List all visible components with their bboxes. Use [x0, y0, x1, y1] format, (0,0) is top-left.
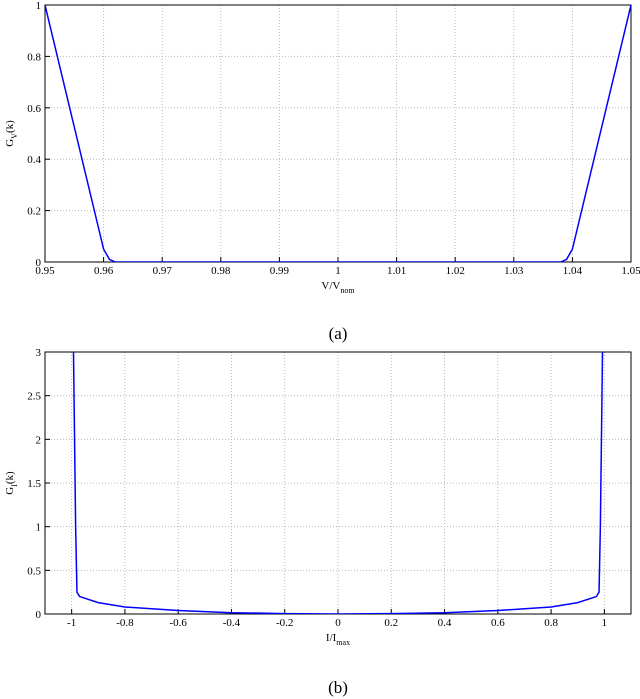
x-tick-label: 0.96 [94, 265, 114, 277]
x-axis-label-main: I/I [326, 632, 337, 644]
x-tick-label: -0.4 [223, 617, 241, 629]
y-tick-label: 3 [36, 347, 42, 359]
y-tick-label: 0.8 [27, 51, 41, 63]
x-tick-label: 1 [335, 265, 341, 277]
x-axis-label: I/Imax [326, 632, 350, 647]
x-tick-label: 0.99 [270, 265, 290, 277]
x-tick-label: 0.98 [211, 265, 231, 277]
y-tick-label: 0.5 [27, 565, 41, 577]
y-axis-label: GI(k) [4, 471, 19, 495]
x-tick-label: 1 [602, 617, 608, 629]
y-tick-label: 0.6 [27, 103, 41, 115]
y-tick-label: 2.5 [27, 391, 41, 403]
caption: (b) [328, 678, 348, 697]
x-tick-label: -1 [67, 617, 76, 629]
data-line [45, 5, 631, 262]
x-tick-label: 1.03 [504, 265, 524, 277]
y-axis-label-main: G [4, 487, 16, 495]
y-axis-label-sub: V [10, 133, 19, 139]
x-tick-label: -0.8 [116, 617, 134, 629]
x-tick-label: 0.6 [491, 617, 505, 629]
x-tick-label: 0.97 [153, 265, 173, 277]
x-tick-label: 0.2 [384, 617, 398, 629]
y-tick-label: 1 [36, 522, 42, 534]
y-axis-label-sub: I [10, 484, 19, 487]
x-tick-label: -0.2 [276, 617, 293, 629]
plot-frame [44, 4, 632, 263]
x-axis-label-sub: max [336, 638, 350, 647]
x-axis-label-sub: nom [340, 286, 355, 295]
caption: (a) [329, 324, 348, 343]
y-tick-label: 0.4 [27, 154, 41, 166]
x-tick-label: 0.4 [438, 617, 452, 629]
y-tick-label: 1.5 [27, 478, 41, 490]
y-tick-label: 0 [36, 609, 42, 621]
y-axis-label-rest: (k) [4, 120, 16, 133]
x-tick-label: -0.6 [169, 617, 187, 629]
y-tick-label: 1 [36, 0, 42, 12]
y-tick-label: 0.2 [27, 206, 41, 218]
y-axis-label-rest: (k) [4, 471, 16, 484]
x-tick-label: 1.01 [387, 265, 406, 277]
y-tick-label: 2 [36, 434, 42, 446]
x-tick-label: 1.05 [621, 265, 640, 277]
x-axis-label: V/Vnom [321, 280, 355, 295]
data-line [72, 352, 604, 614]
x-tick-label: 0.8 [544, 617, 558, 629]
y-tick-label: 0 [36, 257, 42, 269]
x-tick-label: 1.02 [446, 265, 465, 277]
x-tick-label: 0 [335, 617, 341, 629]
y-axis-label: GV(k) [4, 120, 19, 147]
x-tick-label: 1.04 [563, 265, 583, 277]
x-tick-label: 0.95 [35, 265, 55, 277]
y-axis-label-main: G [4, 139, 16, 147]
x-axis-label-main: V/V [321, 280, 340, 292]
